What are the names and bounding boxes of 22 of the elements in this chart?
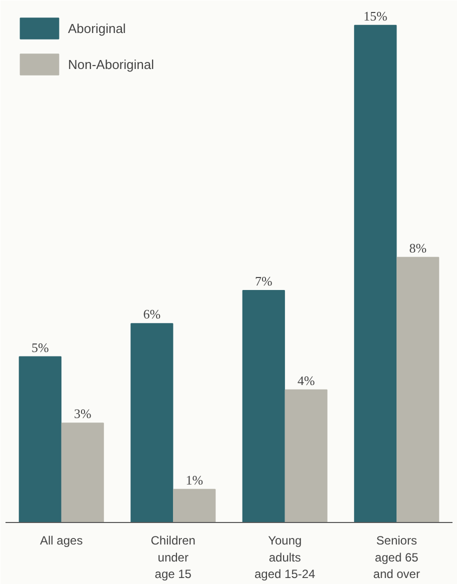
bar [130, 323, 174, 522]
x-tick-label: Seniors aged 65 and over [373, 534, 420, 582]
legend-label: Aboriginal [68, 20, 126, 36]
bar [242, 290, 285, 522]
data-label: 1% [186, 472, 204, 488]
x-tick-label: Young adults aged 15-24 [254, 534, 316, 582]
legend-label: Non-Aboriginal [68, 56, 154, 72]
x-tick-label: Children under age 15 [150, 534, 196, 582]
data-label: 15% [363, 8, 388, 24]
data-label: 6% [143, 306, 161, 322]
bar [173, 488, 216, 522]
bar [354, 24, 397, 522]
bar [18, 356, 62, 522]
data-label: 3% [74, 406, 92, 422]
data-label: 4% [297, 372, 315, 388]
bar [61, 422, 104, 522]
data-label: 8% [409, 240, 427, 256]
bar [396, 256, 440, 522]
bar [284, 389, 328, 522]
data-label: 5% [31, 340, 49, 355]
x-tick-label: All ages [40, 534, 83, 548]
data-label: 7% [254, 274, 272, 289]
